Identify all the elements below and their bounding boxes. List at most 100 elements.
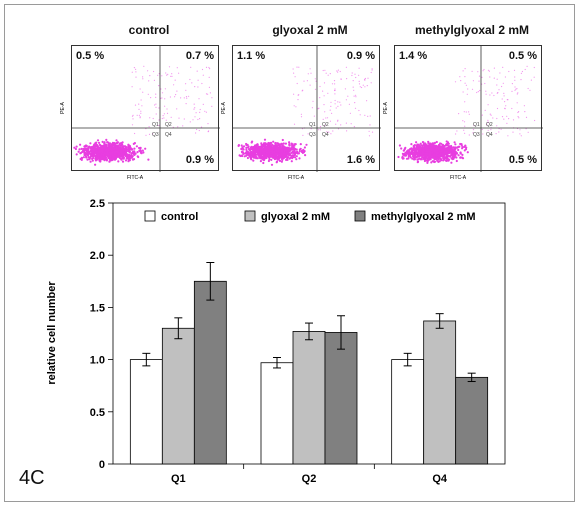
scatter-dot (312, 100, 314, 102)
scatter-dot (103, 152, 107, 155)
scatter-dot (345, 66, 347, 68)
scatter-dot (166, 74, 168, 76)
scatter-dot (406, 152, 409, 155)
scatter-dot (166, 108, 168, 110)
scatter-dot (164, 105, 166, 107)
scatter-dot (271, 143, 274, 146)
scatter-dot (185, 83, 187, 85)
scatter-dot (138, 114, 140, 116)
scatter-dot (271, 150, 274, 153)
scatter-dot (262, 159, 266, 162)
scatter-dot (501, 98, 503, 100)
scatter-dot (197, 118, 199, 121)
scatter-dot (421, 154, 424, 157)
scatter-dot (117, 151, 120, 154)
scatter-dot (277, 142, 280, 146)
scatter-dot (431, 155, 434, 158)
scatter-dot (100, 145, 103, 148)
scatter-dot (433, 157, 436, 160)
pct-lower-right: 1.6 % (346, 154, 375, 166)
scatter-dot (287, 151, 290, 155)
scatter-dot (113, 147, 116, 150)
scatter-dot (265, 151, 268, 154)
scatter-dot (140, 110, 142, 112)
scatter-dot (127, 148, 130, 151)
scatter-dot (201, 68, 204, 71)
scatter-dot (450, 161, 453, 164)
scatter-dot (364, 114, 366, 116)
scatter-dot (300, 150, 303, 153)
scatter-dot (115, 156, 118, 159)
scatter-dot (211, 105, 213, 107)
scatter-dot (503, 92, 505, 94)
scatter-dot (339, 101, 341, 103)
scatter-dot (449, 146, 452, 149)
scatter-dot (350, 123, 352, 125)
scatter-dot (272, 153, 276, 156)
scatter-dot (435, 147, 438, 150)
scatter-dot (397, 155, 400, 159)
flow-title-glyoxal: glyoxal 2 mM (272, 23, 348, 37)
scatter-dot (314, 88, 317, 90)
scatter-dot (318, 129, 320, 131)
scatter-dot (513, 69, 516, 71)
scatter-dot (518, 111, 520, 113)
scatter-dot (99, 160, 102, 163)
scatter-dot (107, 141, 110, 144)
bar-chart: relative cell number 0 0.5 1.0 1.5 2.0 2.5 Q1… (46, 198, 506, 485)
scatter-dot (358, 80, 360, 82)
scatter-dot (293, 153, 296, 157)
scatter-dot (337, 105, 339, 107)
scatter-dot (95, 154, 98, 157)
scatter-dot (261, 157, 264, 160)
scatter-dot (516, 93, 518, 95)
scatter-dot (103, 158, 106, 161)
scatter-dot (517, 116, 519, 118)
scatter-dot (195, 132, 197, 134)
scatter-dot (400, 147, 403, 150)
scatter-dot (293, 123, 296, 125)
scatter-dot (503, 118, 505, 120)
scatter-dot (443, 145, 446, 148)
scatter-dot (319, 129, 321, 131)
scatter-dot (205, 93, 208, 95)
scatter-dot (449, 149, 452, 152)
scatter-dot (366, 85, 368, 87)
scatter-dot (504, 101, 506, 103)
scatter-dot (517, 111, 519, 114)
scatter-dot (293, 143, 296, 146)
scatter-dot (112, 156, 115, 159)
scatter-dot (322, 69, 324, 72)
scatter-dot (473, 124, 475, 127)
scatter-dot (161, 97, 163, 99)
scatter-dot (161, 92, 164, 94)
scatter-dot (132, 114, 134, 116)
scatter-dot (416, 145, 419, 148)
scatter-dot (245, 144, 248, 147)
scatter-dot (489, 113, 491, 115)
scatter-dot (519, 129, 521, 131)
scatter-dot (355, 94, 357, 96)
scatter-dot (331, 112, 333, 114)
scatter-dot (367, 77, 369, 79)
scatter-dot (208, 86, 210, 88)
scatter-dot (291, 150, 294, 153)
scatter-dot (94, 163, 97, 166)
scatter-dot (288, 144, 291, 147)
legend-label: control (161, 211, 198, 223)
scatter-dot (435, 158, 438, 161)
scatter-dot (133, 67, 135, 69)
scatter-dot (267, 141, 270, 145)
y-axis-label: relative cell number (46, 281, 58, 385)
scatter-dot (161, 117, 163, 120)
legend-swatch (144, 210, 156, 222)
scatter-dot (158, 119, 160, 121)
scatter-dot (259, 155, 262, 158)
scatter-dot (435, 140, 438, 144)
scatter-dot (319, 85, 321, 88)
scatter-dot (498, 89, 500, 91)
scatter-dot (142, 76, 144, 78)
scatter-dot (202, 103, 204, 105)
scatter-dot (334, 103, 336, 105)
scatter-dot (433, 146, 436, 149)
